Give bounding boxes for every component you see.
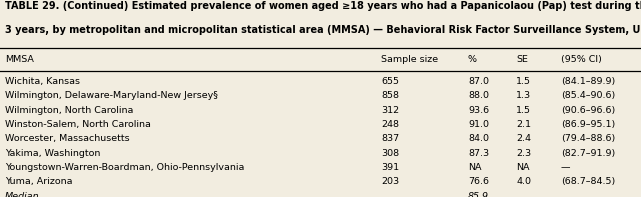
Text: 76.6: 76.6 <box>468 177 489 187</box>
Text: Yakima, Washington: Yakima, Washington <box>5 149 101 158</box>
Text: TABLE 29. (Continued) Estimated prevalence of women aged ≥18 years who had a Pap: TABLE 29. (Continued) Estimated prevalen… <box>5 1 641 11</box>
Text: (82.7–91.9): (82.7–91.9) <box>561 149 615 158</box>
Text: (86.9–95.1): (86.9–95.1) <box>561 120 615 129</box>
Text: (95% CI): (95% CI) <box>561 55 602 64</box>
Text: 93.6: 93.6 <box>468 106 489 115</box>
Text: Wilmington, North Carolina: Wilmington, North Carolina <box>5 106 133 115</box>
Text: SE: SE <box>516 55 528 64</box>
Text: Sample size: Sample size <box>381 55 438 64</box>
Text: (79.4–88.6): (79.4–88.6) <box>561 134 615 143</box>
Text: 84.0: 84.0 <box>468 134 489 143</box>
Text: 203: 203 <box>381 177 399 187</box>
Text: (84.1–89.9): (84.1–89.9) <box>561 77 615 86</box>
Text: 4.0: 4.0 <box>516 177 531 187</box>
Text: NA: NA <box>516 163 529 172</box>
Text: 87.0: 87.0 <box>468 77 489 86</box>
Text: 2.3: 2.3 <box>516 149 531 158</box>
Text: 2.1: 2.1 <box>516 120 531 129</box>
Text: (85.4–90.6): (85.4–90.6) <box>561 91 615 100</box>
Text: 1.5: 1.5 <box>516 77 531 86</box>
Text: Youngstown-Warren-Boardman, Ohio-Pennsylvania: Youngstown-Warren-Boardman, Ohio-Pennsyl… <box>5 163 244 172</box>
Text: 2.4: 2.4 <box>516 134 531 143</box>
Text: 85.9: 85.9 <box>468 192 489 197</box>
Text: 87.3: 87.3 <box>468 149 489 158</box>
Text: 1.3: 1.3 <box>516 91 531 100</box>
Text: (68.7–84.5): (68.7–84.5) <box>561 177 615 187</box>
Text: 312: 312 <box>381 106 399 115</box>
Text: %: % <box>468 55 477 64</box>
Text: Worcester, Massachusetts: Worcester, Massachusetts <box>5 134 129 143</box>
Text: 858: 858 <box>381 91 399 100</box>
Text: Winston-Salem, North Carolina: Winston-Salem, North Carolina <box>5 120 151 129</box>
Text: Wichita, Kansas: Wichita, Kansas <box>5 77 80 86</box>
Text: 1.5: 1.5 <box>516 106 531 115</box>
Text: 91.0: 91.0 <box>468 120 489 129</box>
Text: 308: 308 <box>381 149 399 158</box>
Text: 837: 837 <box>381 134 399 143</box>
Text: MMSA: MMSA <box>5 55 34 64</box>
Text: Yuma, Arizona: Yuma, Arizona <box>5 177 72 187</box>
Text: Median: Median <box>5 192 40 197</box>
Text: Wilmington, Delaware-Maryland-New Jersey§: Wilmington, Delaware-Maryland-New Jersey… <box>5 91 218 100</box>
Text: (90.6–96.6): (90.6–96.6) <box>561 106 615 115</box>
Text: 248: 248 <box>381 120 399 129</box>
Text: —: — <box>561 163 570 172</box>
Text: 3 years, by metropolitan and micropolitan statistical area (MMSA) — Behavioral R: 3 years, by metropolitan and micropolita… <box>5 25 641 35</box>
Text: 655: 655 <box>381 77 399 86</box>
Text: NA: NA <box>468 163 481 172</box>
Text: 391: 391 <box>381 163 399 172</box>
Text: 88.0: 88.0 <box>468 91 489 100</box>
